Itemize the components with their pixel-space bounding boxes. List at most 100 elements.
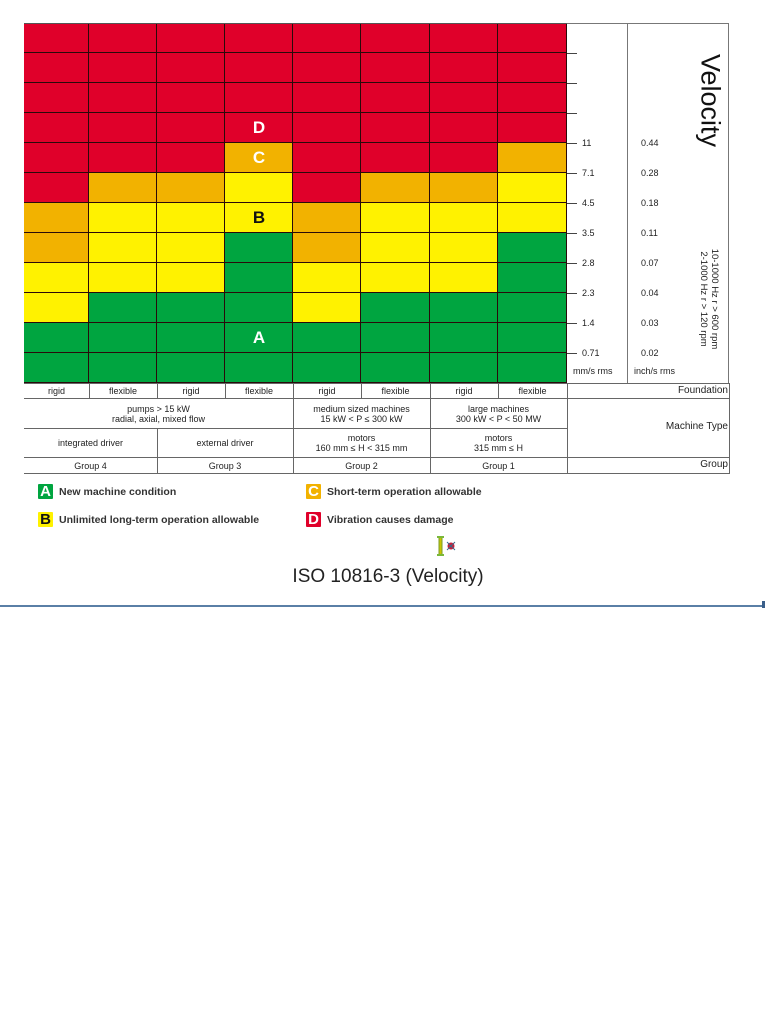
machine-type-pumps: pumps > 15 kW radial, axial, mixed flow xyxy=(24,399,293,428)
inch-tick-label: 0.02 xyxy=(641,348,659,358)
group-4: Group 4 xyxy=(24,458,157,473)
zone-cell xyxy=(24,23,89,53)
zone-cell xyxy=(498,23,567,53)
table-line xyxy=(430,383,431,398)
foundation-cell: rigid xyxy=(47,386,65,396)
axis-tick xyxy=(567,293,577,294)
zone-cell xyxy=(498,113,567,143)
inch-tick-label: 0.04 xyxy=(641,288,659,298)
zone-cell xyxy=(361,53,430,83)
axis-tick xyxy=(567,353,577,354)
table-line xyxy=(567,383,568,473)
zone-cell xyxy=(293,353,361,383)
motors-large-line-1: motors xyxy=(484,433,513,443)
foundation-cell: flexible xyxy=(244,386,273,396)
axis-panel xyxy=(567,23,729,383)
zone-letter: A xyxy=(252,328,266,347)
zone-b-icon: B xyxy=(38,511,53,528)
zone-cell xyxy=(89,53,157,83)
zone-d-icon: D xyxy=(306,511,321,528)
zone-cell xyxy=(157,23,225,53)
mm-tick-label: 2.8 xyxy=(582,258,595,268)
zone-cell xyxy=(157,53,225,83)
zone-cell xyxy=(361,263,430,293)
legend-a: A New machine condition xyxy=(38,483,177,500)
zone-cell xyxy=(361,323,430,353)
zone-cell xyxy=(89,323,157,353)
legend-d-label: Vibration causes damage xyxy=(327,513,454,526)
axis-tick xyxy=(567,143,577,144)
table-line xyxy=(293,383,294,398)
separator-line xyxy=(0,605,764,607)
frequency-note-line-1: 10-1000 Hz r > 600 rpm xyxy=(709,248,720,350)
inch-tick-label: 0.44 xyxy=(641,138,659,148)
zone-cell xyxy=(361,293,430,323)
zone-cell xyxy=(157,83,225,113)
table-line xyxy=(89,383,90,398)
table-line xyxy=(24,383,730,384)
zone-cell xyxy=(157,233,225,263)
foundation-cell: flexible xyxy=(381,386,410,396)
axis-tick xyxy=(567,203,577,204)
medium-line-1: medium sized machines xyxy=(313,403,410,414)
zone-cell xyxy=(89,263,157,293)
zone-cell xyxy=(225,173,293,203)
group-1: Group 1 xyxy=(430,458,567,473)
zone-cell xyxy=(225,143,293,173)
zone-cell xyxy=(24,233,89,263)
zone-cell xyxy=(293,203,361,233)
table-line xyxy=(24,457,730,458)
zone-cell xyxy=(498,143,567,173)
frequency-note-text: 10-1000 Hz r > 600 rpm 2-1000 Hz r > 120… xyxy=(698,236,720,362)
group-3: Group 3 xyxy=(157,458,293,473)
axis-divider xyxy=(627,23,628,383)
zone-cell xyxy=(293,293,361,323)
zone-cell xyxy=(225,293,293,323)
table-line xyxy=(361,383,362,398)
zone-cell xyxy=(225,233,293,263)
legend-a-label: New machine condition xyxy=(59,485,177,498)
zone-cell xyxy=(24,203,89,233)
mm-tick-label: 2.3 xyxy=(582,288,595,298)
table-line xyxy=(225,383,226,398)
zone-cell xyxy=(24,293,89,323)
foundation-cell: rigid xyxy=(182,386,200,396)
zone-cell xyxy=(225,53,293,83)
zone-cell xyxy=(498,173,567,203)
zone-cell xyxy=(430,263,498,293)
group-2-text: Group 2 xyxy=(345,460,378,471)
medium-line-2: 15 kW < P ≤ 300 kW xyxy=(320,413,403,424)
zone-cell xyxy=(361,83,430,113)
group-2: Group 2 xyxy=(293,458,430,473)
zone-cell xyxy=(225,203,293,233)
zone-cell xyxy=(293,173,361,203)
axis-tick xyxy=(567,263,577,264)
zone-letter: D xyxy=(252,118,266,137)
group-1-text: Group 1 xyxy=(482,460,515,471)
zone-cell xyxy=(430,353,498,383)
zone-cell xyxy=(430,173,498,203)
legend-d: D Vibration causes damage xyxy=(306,511,454,528)
zone-cell xyxy=(24,353,89,383)
zone-cell xyxy=(361,353,430,383)
velocity-title: Velocity xyxy=(680,40,740,160)
frequency-note-line-2: 2-1000 Hz r > 120 rpm xyxy=(698,251,709,347)
zone-cell xyxy=(225,23,293,53)
zone-cell xyxy=(24,263,89,293)
table-line xyxy=(24,428,567,429)
zone-cell xyxy=(157,323,225,353)
inch-tick-label: 0.18 xyxy=(641,198,659,208)
machine-type-medium: medium sized machines 15 kW < P ≤ 300 kW xyxy=(293,399,430,428)
zone-cell xyxy=(293,113,361,143)
zone-cell xyxy=(498,323,567,353)
legend-c: C Short-term operation allowable xyxy=(306,483,482,500)
mm-tick-label: 0.71 xyxy=(582,348,600,358)
zone-cell xyxy=(24,143,89,173)
zone-cell xyxy=(430,323,498,353)
zone-cell xyxy=(430,293,498,323)
zone-cell xyxy=(89,233,157,263)
zone-cell xyxy=(89,173,157,203)
axis-tick xyxy=(567,233,577,234)
inch-tick-label: 0.28 xyxy=(641,168,659,178)
